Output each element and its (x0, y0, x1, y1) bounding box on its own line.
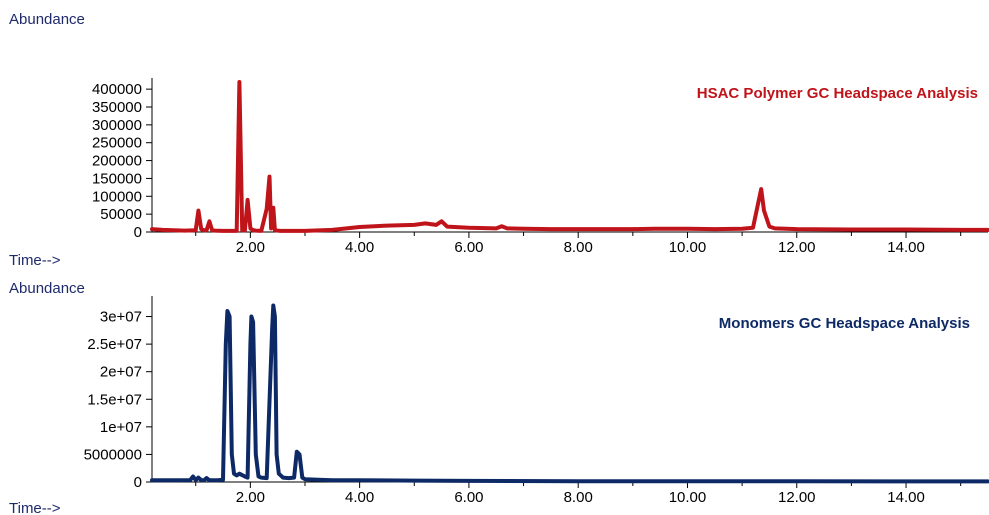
x-tick-label: 4.00 (345, 489, 374, 506)
x-axis-label: Time--> (9, 252, 61, 269)
y-tick-label: 1e+07 (100, 419, 142, 436)
x-tick-label: 12.00 (778, 489, 816, 506)
y-tick-label: 1.5e+07 (87, 391, 142, 408)
y-tick-label: 50000 (100, 206, 142, 223)
y-tick-label: 5000000 (84, 446, 142, 463)
y-tick-label: 2.5e+07 (87, 336, 142, 353)
y-tick-label: 3e+07 (100, 309, 142, 326)
x-tick-label: 14.00 (887, 489, 925, 506)
x-tick-label: 10.00 (669, 489, 707, 506)
x-tick-label: 2.00 (236, 489, 265, 506)
x-tick-label: 6.00 (454, 239, 483, 256)
y-tick-label: 100000 (92, 188, 142, 205)
chart-title: Monomers GC Headspace Analysis (719, 315, 970, 332)
x-tick-label: 12.00 (778, 239, 816, 256)
x-tick-label: 14.00 (887, 239, 925, 256)
chart-title: HSAC Polymer GC Headspace Analysis (697, 85, 978, 102)
y-tick-label: 150000 (92, 170, 142, 187)
polymer-chromatogram-panel: Abundance Time--> 400000350000300000250000… (9, 11, 989, 269)
y-tick-label: 2e+07 (100, 364, 142, 381)
x-tick-label: 8.00 (564, 489, 593, 506)
x-axis-label: Time--> (9, 500, 61, 515)
y-axis-label: Abundance (9, 11, 85, 28)
y-tick-label: 300000 (92, 117, 142, 134)
x-tick-label: 10.00 (669, 239, 707, 256)
y-axis-label: Abundance (9, 280, 85, 297)
chromatogram-trace (150, 303, 989, 484)
x-tick-label: 2.00 (236, 239, 265, 256)
x-tick-label: 6.00 (454, 489, 483, 506)
y-tick-label: 0 (134, 474, 142, 491)
chromatogram-trace (150, 80, 989, 233)
y-tick-label: 400000 (92, 81, 142, 98)
y-tick-label: 250000 (92, 135, 142, 152)
x-tick-label: 4.00 (345, 239, 374, 256)
x-tick-label: 8.00 (564, 239, 593, 256)
y-tick-label: 350000 (92, 99, 142, 116)
y-tick-label: 0 (134, 224, 142, 241)
y-tick-label: 200000 (92, 153, 142, 170)
monomer-chromatogram-panel: Abundance Time--> 3e+07 2.5e+07 2e+07 1.5e+07… (9, 280, 989, 515)
